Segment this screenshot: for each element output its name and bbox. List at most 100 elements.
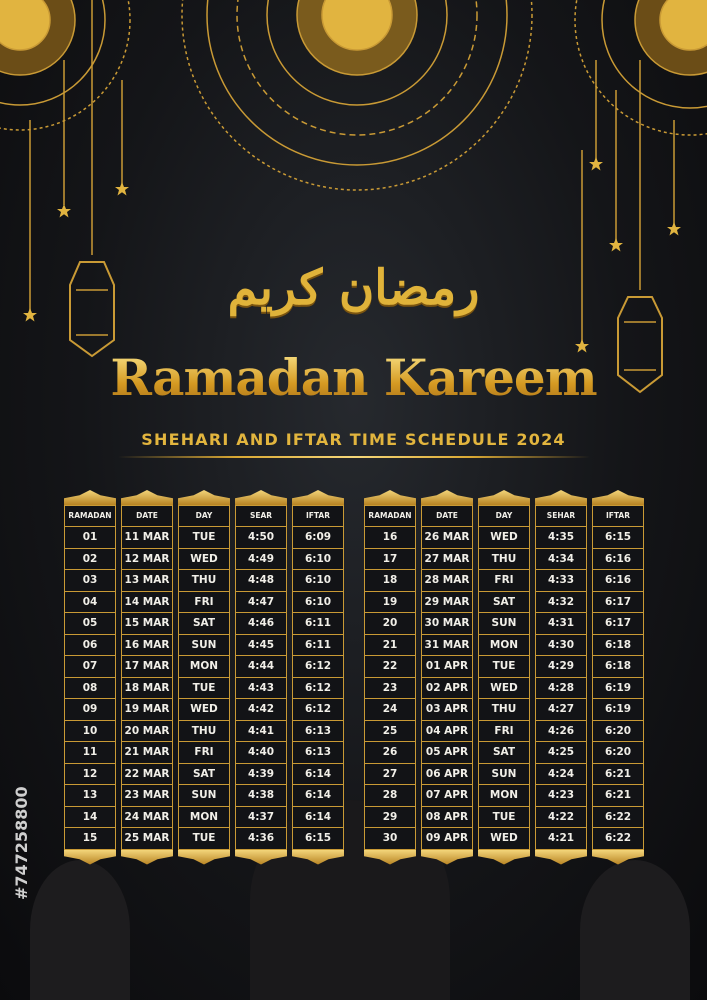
- table-cell: 13 MAR: [121, 570, 173, 592]
- table-cell: MON: [178, 806, 230, 828]
- table-cell: 06 APR: [421, 763, 473, 785]
- table-cell: 10: [64, 720, 116, 742]
- column-base-ornament: [121, 849, 173, 865]
- table-cell: 21 MAR: [121, 742, 173, 764]
- table-cell: 22: [364, 656, 416, 678]
- table-cell: 4:28: [535, 677, 587, 699]
- table-cell: 26 MAR: [421, 527, 473, 549]
- table-cell: 4:44: [235, 656, 287, 678]
- table-cell: 03 APR: [421, 699, 473, 721]
- table-cell: 11: [64, 742, 116, 764]
- table-cell: 4:48: [235, 570, 287, 592]
- schedule-column: RAMADAN 01 02 03 04 05 06 07 08 09 10 11 12 13 14 15: [64, 490, 116, 865]
- table-cell: SUN: [478, 613, 530, 635]
- table-cell: 09 APR: [421, 828, 473, 850]
- table-cell: TUE: [178, 828, 230, 850]
- table-cell: SUN: [478, 763, 530, 785]
- table-cell: 29: [364, 806, 416, 828]
- table-cell: 23: [364, 677, 416, 699]
- table-cell: FRI: [478, 720, 530, 742]
- star-icon: [589, 157, 603, 171]
- table-cell: 6:09: [292, 527, 344, 549]
- table-cell: 19 MAR: [121, 699, 173, 721]
- table-cell: 4:25: [535, 742, 587, 764]
- column-cap-ornament: [64, 490, 116, 505]
- table-cell: THU: [178, 720, 230, 742]
- column-header: IFTAR: [592, 505, 644, 527]
- table-cell: 26: [364, 742, 416, 764]
- table-cell: 6:18: [592, 634, 644, 656]
- table-cell: 4:27: [535, 699, 587, 721]
- table-cell: TUE: [478, 656, 530, 678]
- column-cap-ornament: [364, 490, 416, 505]
- table-cell: 6:10: [292, 591, 344, 613]
- column-header: SEAR: [235, 505, 287, 527]
- table-cell: 6:11: [292, 634, 344, 656]
- column-header: IFTAR: [292, 505, 344, 527]
- table-cell: 6:15: [292, 828, 344, 850]
- table-cell: 04 APR: [421, 720, 473, 742]
- table-cell: 6:21: [592, 763, 644, 785]
- table-cell: 13: [64, 785, 116, 807]
- column-base-ornament: [535, 849, 587, 865]
- table-cell: 4:23: [535, 785, 587, 807]
- mosque-silhouette: [30, 860, 130, 1000]
- table-cell: 09: [64, 699, 116, 721]
- divider: [118, 456, 590, 458]
- table-cell: 6:16: [592, 548, 644, 570]
- table-cell: 25: [364, 720, 416, 742]
- table-cell: MON: [478, 634, 530, 656]
- table-cell: 6:13: [292, 720, 344, 742]
- column-header: RAMADAN: [364, 505, 416, 527]
- table-cell: 4:39: [235, 763, 287, 785]
- table-cell: 6:12: [292, 656, 344, 678]
- column-cap-ornament: [478, 490, 530, 505]
- schedule-column: DATE 26 MAR 27 MAR 28 MAR 29 MAR 30 MAR 31 MAR…: [421, 490, 473, 865]
- table-cell: THU: [178, 570, 230, 592]
- table-cell: 18 MAR: [121, 677, 173, 699]
- column-cap-ornament: [235, 490, 287, 505]
- table-cell: 6:20: [592, 720, 644, 742]
- table-cell: MON: [478, 785, 530, 807]
- table-cell: 4:40: [235, 742, 287, 764]
- table-cell: 02 APR: [421, 677, 473, 699]
- table-cell: 04: [64, 591, 116, 613]
- table-cell: 4:46: [235, 613, 287, 635]
- column-header: DAY: [178, 505, 230, 527]
- table-cell: 11 MAR: [121, 527, 173, 549]
- table-cell: 24 MAR: [121, 806, 173, 828]
- column-header: DAY: [478, 505, 530, 527]
- table-cell: 20: [364, 613, 416, 635]
- arabic-calligraphy-title: رمضان كريم: [227, 260, 480, 316]
- table-cell: 4:24: [535, 763, 587, 785]
- table-cell: 6:22: [592, 828, 644, 850]
- column-base-ornament: [64, 849, 116, 865]
- table-cell: SUN: [178, 785, 230, 807]
- table-cell: MON: [178, 656, 230, 678]
- schedule-column: IFTAR 6:15 6:16 6:16 6:17 6:17 6:18 6:18 6:19 6:1…: [592, 490, 644, 865]
- table-cell: 4:42: [235, 699, 287, 721]
- watermark-id-text: #747258800: [12, 786, 31, 900]
- table-cell: 4:22: [535, 806, 587, 828]
- table-cell: 4:49: [235, 548, 287, 570]
- table-cell: WED: [478, 677, 530, 699]
- table-cell: 6:21: [592, 785, 644, 807]
- table-cell: 4:34: [535, 548, 587, 570]
- table-cell: 22 MAR: [121, 763, 173, 785]
- column-base-ornament: [364, 849, 416, 865]
- table-cell: 19: [364, 591, 416, 613]
- table-cell: WED: [178, 548, 230, 570]
- table-cell: 30: [364, 828, 416, 850]
- mandala-icon: [574, 0, 707, 136]
- schedule-column: IFTAR 6:09 6:10 6:10 6:10 6:11 6:11 6:12 6:12 6:1…: [292, 490, 344, 865]
- table-cell: 6:14: [292, 785, 344, 807]
- table-cell: 4:37: [235, 806, 287, 828]
- ornament-decorations: [0, 0, 707, 394]
- mandala-icon: [0, 0, 131, 131]
- table-cell: 6:10: [292, 570, 344, 592]
- table-cell: SAT: [178, 763, 230, 785]
- column-cap-ornament: [121, 490, 173, 505]
- table-cell: 25 MAR: [121, 828, 173, 850]
- table-cell: 01: [64, 527, 116, 549]
- table-cell: 07: [64, 656, 116, 678]
